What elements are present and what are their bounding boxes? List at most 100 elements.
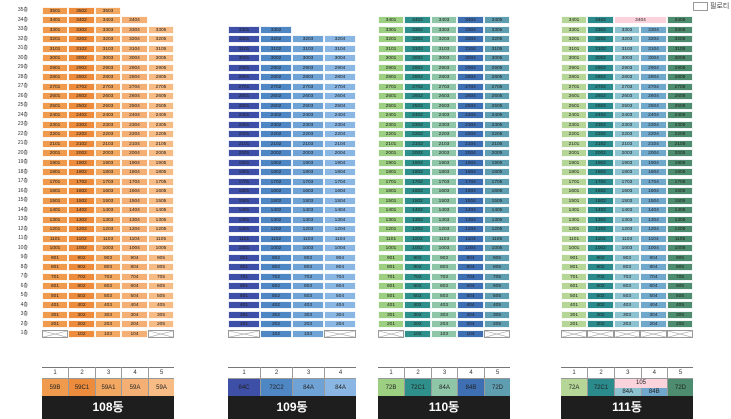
unit-cell: 1105 <box>667 234 693 243</box>
unit-cell: 3105 <box>148 44 174 53</box>
unit-cell: 1802 <box>260 168 292 177</box>
unit-cell: 1202 <box>68 225 95 234</box>
unit-cell: 3202 <box>587 35 614 44</box>
unit-cell: 3205 <box>148 35 174 44</box>
unit-cell: 3403 <box>95 16 121 25</box>
unit-cell: 2104 <box>457 139 484 148</box>
unit-cell: 402 <box>587 301 614 310</box>
unit-type-merged: 3 4 105 84A 84B <box>614 367 667 398</box>
unit-cell: 3001 <box>378 54 404 63</box>
unit-cell: 3202 <box>68 35 95 44</box>
building-label: 110동 <box>378 396 510 419</box>
unit-cell: 305 <box>148 310 174 319</box>
unit-cell: 2101 <box>42 139 68 148</box>
unit-cell: 1801 <box>42 168 68 177</box>
unit-cell: 2701 <box>378 82 404 91</box>
unit-cell: 1202 <box>260 225 292 234</box>
piloti-swatch <box>693 1 708 11</box>
unit-cell: 702 <box>587 272 614 281</box>
unit-cell: 3204 <box>121 35 148 44</box>
unit-cell: 2501 <box>378 101 404 110</box>
piloti-cell <box>484 329 510 338</box>
unit-cell: 2802 <box>587 73 614 82</box>
unit-cell: 2402 <box>404 111 431 120</box>
unit-cell: 904 <box>324 253 356 262</box>
unit-cell: 1201 <box>561 225 587 234</box>
unit-cell: 1004 <box>457 244 484 253</box>
unit-cell: 3004 <box>324 54 356 63</box>
unit-cell: 1203 <box>95 225 121 234</box>
unit-cell: 1105 <box>484 234 510 243</box>
unit-cell: 2603 <box>292 92 324 101</box>
unit-cell: 2503 <box>431 101 457 110</box>
unit-cell: 2003 <box>614 149 640 158</box>
unit-cell: 803 <box>614 263 640 272</box>
unit-cell: 1603 <box>614 187 640 196</box>
unit-cell: 503 <box>614 291 640 300</box>
unit-cell: 1003 <box>431 244 457 253</box>
piloti-cell <box>561 329 587 338</box>
unit-cell: 1503 <box>431 196 457 205</box>
unit-cell: 1004 <box>324 244 356 253</box>
unit-cell: 805 <box>484 263 510 272</box>
unit-cell: 1002 <box>68 244 95 253</box>
unit-cell: 205 <box>484 320 510 329</box>
unit-cell: 2001 <box>378 149 404 158</box>
unit-cell: 3204 <box>640 35 667 44</box>
unit-cell: 2204 <box>640 130 667 139</box>
unit-cell: 3303 <box>95 25 121 34</box>
unit-cell: 1204 <box>640 225 667 234</box>
unit-cell: 1104 <box>121 234 148 243</box>
unit-cell: 1001 <box>378 244 404 253</box>
unit-cell: 403 <box>95 301 121 310</box>
unit-cell: 1501 <box>42 196 68 205</box>
unit-cell: 2304 <box>640 120 667 129</box>
unit-cell: 1602 <box>587 187 614 196</box>
floor-label: 3층 <box>20 311 28 317</box>
unit-cell: 405 <box>484 301 510 310</box>
unit-cell: 2305 <box>484 120 510 129</box>
unit-cell: 905 <box>667 253 693 262</box>
unit-cell: 702 <box>68 272 95 281</box>
unit-cell: 3002 <box>260 54 292 63</box>
unit-cell: 801 <box>561 263 587 272</box>
unit-cell: 2804 <box>457 73 484 82</box>
unit-cell: 1705 <box>484 177 510 186</box>
unit-cell: 903 <box>95 253 121 262</box>
unit-cell: 1003 <box>95 244 121 253</box>
unit-cell: 302 <box>260 310 292 319</box>
unit-type-col: 1 84C <box>228 367 260 398</box>
unit-cell: 1401 <box>42 206 68 215</box>
unit-cell: 2203 <box>95 130 121 139</box>
unit-cell: 3402 <box>68 16 95 25</box>
unit-cell: 605 <box>667 282 693 291</box>
unit-cell: 1804 <box>457 168 484 177</box>
unit-cell: 203 <box>95 320 121 329</box>
floor-label: 25층 <box>17 102 28 108</box>
unit-type-col: 2 72C1 <box>404 367 431 398</box>
unit-cell: 203 <box>614 320 640 329</box>
unit-cell: 2902 <box>587 63 614 72</box>
unit-cell: 1603 <box>431 187 457 196</box>
unit-cell: 2904 <box>640 63 667 72</box>
unit-cell: 301 <box>228 310 260 319</box>
building-label: 108동 <box>42 396 174 419</box>
unit-cell: 1501 <box>228 196 260 205</box>
unit-cell: 1104 <box>457 234 484 243</box>
unit-cell: 1905 <box>148 158 174 167</box>
unit-cell: 2402 <box>587 111 614 120</box>
unit-cell: 602 <box>404 282 431 291</box>
unit-cell: 901 <box>42 253 68 262</box>
unit-cell: 704 <box>640 272 667 281</box>
unit-cell: 2104 <box>640 139 667 148</box>
unit-cell: 2103 <box>95 139 121 148</box>
unit-cell: 2805 <box>667 73 693 82</box>
unit-cell: 1302 <box>260 215 292 224</box>
unit-cell: 2701 <box>228 82 260 91</box>
unit-cell: 2201 <box>561 130 587 139</box>
unit-cell: 2504 <box>121 101 148 110</box>
unit-cell: 2704 <box>121 82 148 91</box>
unit-cell: 504 <box>457 291 484 300</box>
floor-label: 23층 <box>17 121 28 127</box>
unit-cell: 804 <box>324 263 356 272</box>
